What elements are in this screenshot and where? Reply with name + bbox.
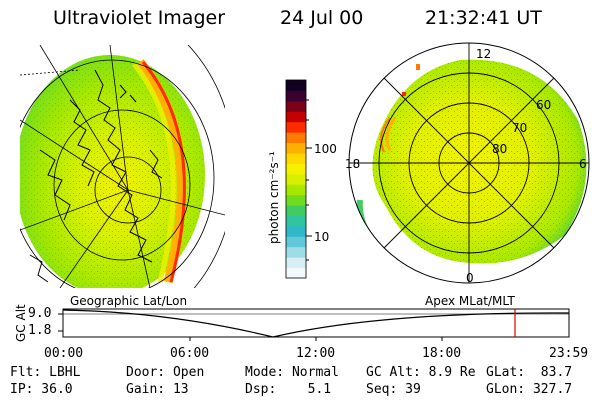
coastline <box>94 69 153 263</box>
mlt-label-18: 18 <box>345 157 360 171</box>
colorbar-segment <box>286 257 306 269</box>
date-label: 24 Jul 00 <box>280 7 364 29</box>
door-status: Door: Open <box>126 365 205 380</box>
colorbar-segment <box>286 225 306 237</box>
colorbar-segment <box>286 111 306 123</box>
mode-status: Mode: Normal <box>245 365 339 380</box>
timeline-xtick-0600: 06:00 <box>170 346 210 361</box>
colorbar-segment <box>286 100 306 112</box>
mlt-label-12: 12 <box>476 47 491 61</box>
timeline-xtick-0000: 00:00 <box>44 346 84 361</box>
colorbar-segment <box>286 132 306 144</box>
dsp-status: Dsp: 5.1 <box>245 382 332 397</box>
geographic-map <box>20 45 225 288</box>
colorbar-segment <box>286 205 306 216</box>
timeline-xtick-1200: 12:00 <box>296 346 336 361</box>
colorbar-tick-100: 100 <box>314 142 337 156</box>
colorbar-segment <box>286 215 306 227</box>
seq-status: Seq: 39 <box>366 382 421 397</box>
colorbar-segment <box>286 152 306 164</box>
mlt-label-0: 0 <box>466 271 474 285</box>
right-panel-caption: Apex MLat/MLT <box>425 294 515 308</box>
timeline-xtick-2359: 23:59 <box>549 346 589 361</box>
color-scale-bar <box>285 79 312 279</box>
mlt-label-6: 6 <box>579 157 587 171</box>
apex-polar-plot <box>348 42 590 284</box>
gc-alt-curve <box>62 309 570 338</box>
gc-alt-status: GC Alt: 8.9 Re <box>366 365 476 380</box>
dayside-limb-band <box>136 59 186 284</box>
ip-status: IP: 36.0 <box>10 382 73 397</box>
colorbar-segment <box>286 90 306 102</box>
mlat-label-70: 70 <box>512 121 527 135</box>
colorbar-segment <box>286 121 306 133</box>
colorbar-tick-10: 10 <box>314 230 329 244</box>
timeline-y-label: GC Alt <box>14 304 28 342</box>
colorbar-segment <box>286 163 306 175</box>
colorbar-segment <box>286 194 306 206</box>
colorbar-segment <box>286 267 306 279</box>
mlat-label-60: 60 <box>536 98 551 112</box>
colorbar-segment <box>286 236 306 248</box>
glat-status: GLat: 83.7 <box>486 365 573 380</box>
colorbar-segment <box>286 246 306 258</box>
latitude-circle <box>94 156 162 224</box>
filter-status: Flt: LBHL <box>10 365 81 380</box>
glon-status: GLon: 327.7 <box>486 382 573 397</box>
colorbar-segment <box>286 80 306 91</box>
gain-status: Gain: 13 <box>126 382 189 397</box>
timeline-ytick-high: 9.0 <box>28 306 52 321</box>
mlat-label-80: 80 <box>492 142 507 156</box>
colorbar-segment <box>286 184 306 196</box>
timeline-xtick-1800: 18:00 <box>422 346 462 361</box>
colorbar-unit-label: photon cm⁻²s⁻¹ <box>267 151 281 244</box>
colorbar-segment <box>286 142 306 154</box>
instrument-title: Ultraviolet Imager <box>53 7 226 29</box>
time-label: 21:32:41 UT <box>425 7 542 29</box>
timeline-ytick-low: 1.8 <box>28 323 52 338</box>
left-panel-caption: Geographic Lat/Lon <box>70 294 188 308</box>
colorbar-segment <box>286 173 306 185</box>
